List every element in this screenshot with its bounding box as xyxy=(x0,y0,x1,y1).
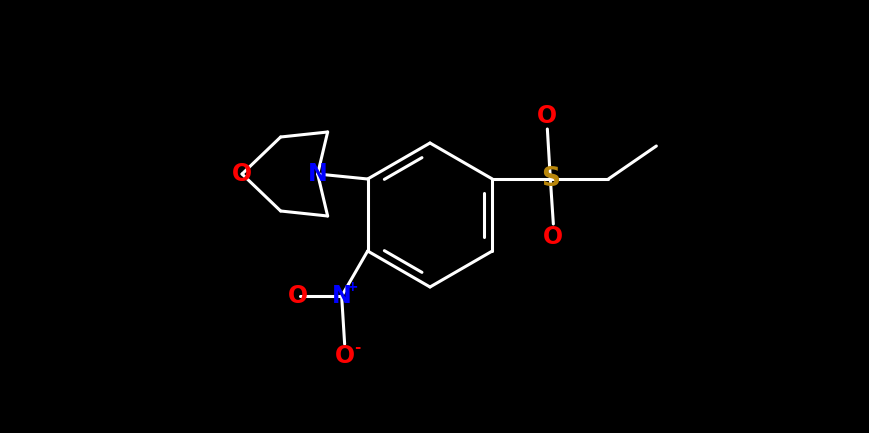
Text: N: N xyxy=(332,284,352,308)
Text: O: O xyxy=(537,104,557,128)
Text: +: + xyxy=(347,280,358,294)
Text: O: O xyxy=(232,162,252,186)
Text: O: O xyxy=(543,225,563,249)
Text: -: - xyxy=(355,339,361,355)
Text: S: S xyxy=(541,166,560,192)
Text: O: O xyxy=(288,284,308,308)
Text: N: N xyxy=(308,162,328,186)
Text: O: O xyxy=(335,344,355,368)
